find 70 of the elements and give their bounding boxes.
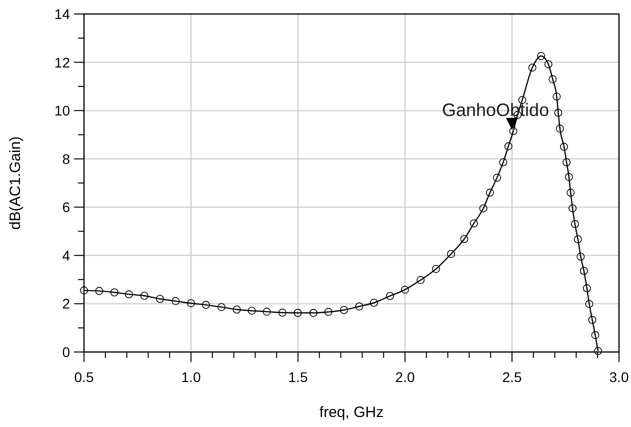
point [588, 316, 596, 324]
point [309, 308, 318, 317]
point [576, 252, 585, 261]
point [232, 306, 241, 314]
point [386, 292, 394, 300]
point [493, 174, 502, 182]
point [552, 92, 561, 101]
point [499, 158, 508, 166]
y-tick-label: 8 [62, 150, 70, 167]
point [370, 298, 378, 307]
point [262, 308, 271, 316]
y-tick-label: 6 [62, 199, 70, 216]
point [202, 300, 210, 309]
y-tick-label: 12 [54, 54, 70, 70]
point [509, 127, 518, 136]
point [585, 300, 594, 308]
x-tick-label: 0.5 [74, 369, 94, 385]
point [560, 142, 568, 151]
point [124, 290, 133, 298]
point [504, 142, 512, 150]
point [278, 308, 286, 317]
point [486, 188, 494, 197]
point [562, 158, 571, 166]
point [172, 297, 180, 306]
x-tick-label: 2.0 [395, 369, 415, 385]
y-tick-label: 0 [62, 344, 70, 360]
point [470, 219, 478, 228]
point [110, 288, 118, 296]
point [95, 286, 104, 295]
x-tick-label: 1.0 [181, 369, 201, 385]
x-tick-label: 2.5 [502, 369, 522, 385]
point [574, 235, 582, 244]
point [570, 220, 579, 228]
point [548, 75, 557, 84]
y-tick-label: 10 [54, 102, 70, 119]
point [479, 204, 488, 212]
point [580, 266, 588, 275]
point [564, 172, 573, 181]
point [80, 286, 88, 294]
point [324, 308, 332, 316]
point [217, 303, 226, 312]
point [401, 286, 409, 294]
y-tick-label: 4 [62, 247, 70, 264]
point [248, 306, 256, 315]
x-tick-label: 1.5 [288, 369, 308, 385]
y-tick-label: 14 [54, 6, 70, 22]
point [140, 292, 148, 300]
point [594, 347, 602, 356]
point [156, 294, 164, 303]
point [355, 302, 364, 310]
point [582, 284, 591, 292]
point [340, 306, 348, 314]
point [432, 264, 440, 273]
point [544, 60, 552, 68]
point [187, 299, 195, 308]
point [528, 64, 536, 72]
point [566, 188, 575, 197]
y-axis-title: dB(AC1.Gain) [7, 136, 24, 230]
y-tick-label: 2 [62, 296, 70, 312]
point [460, 235, 468, 244]
point [294, 308, 302, 317]
x-tick-label: 3.0 [609, 369, 629, 385]
point [591, 331, 600, 340]
point [537, 52, 546, 60]
point [416, 276, 425, 284]
point [556, 124, 564, 133]
point [447, 250, 456, 258]
point [554, 108, 562, 117]
point [568, 204, 577, 212]
x-axis-title: freq, GHz [319, 404, 384, 421]
